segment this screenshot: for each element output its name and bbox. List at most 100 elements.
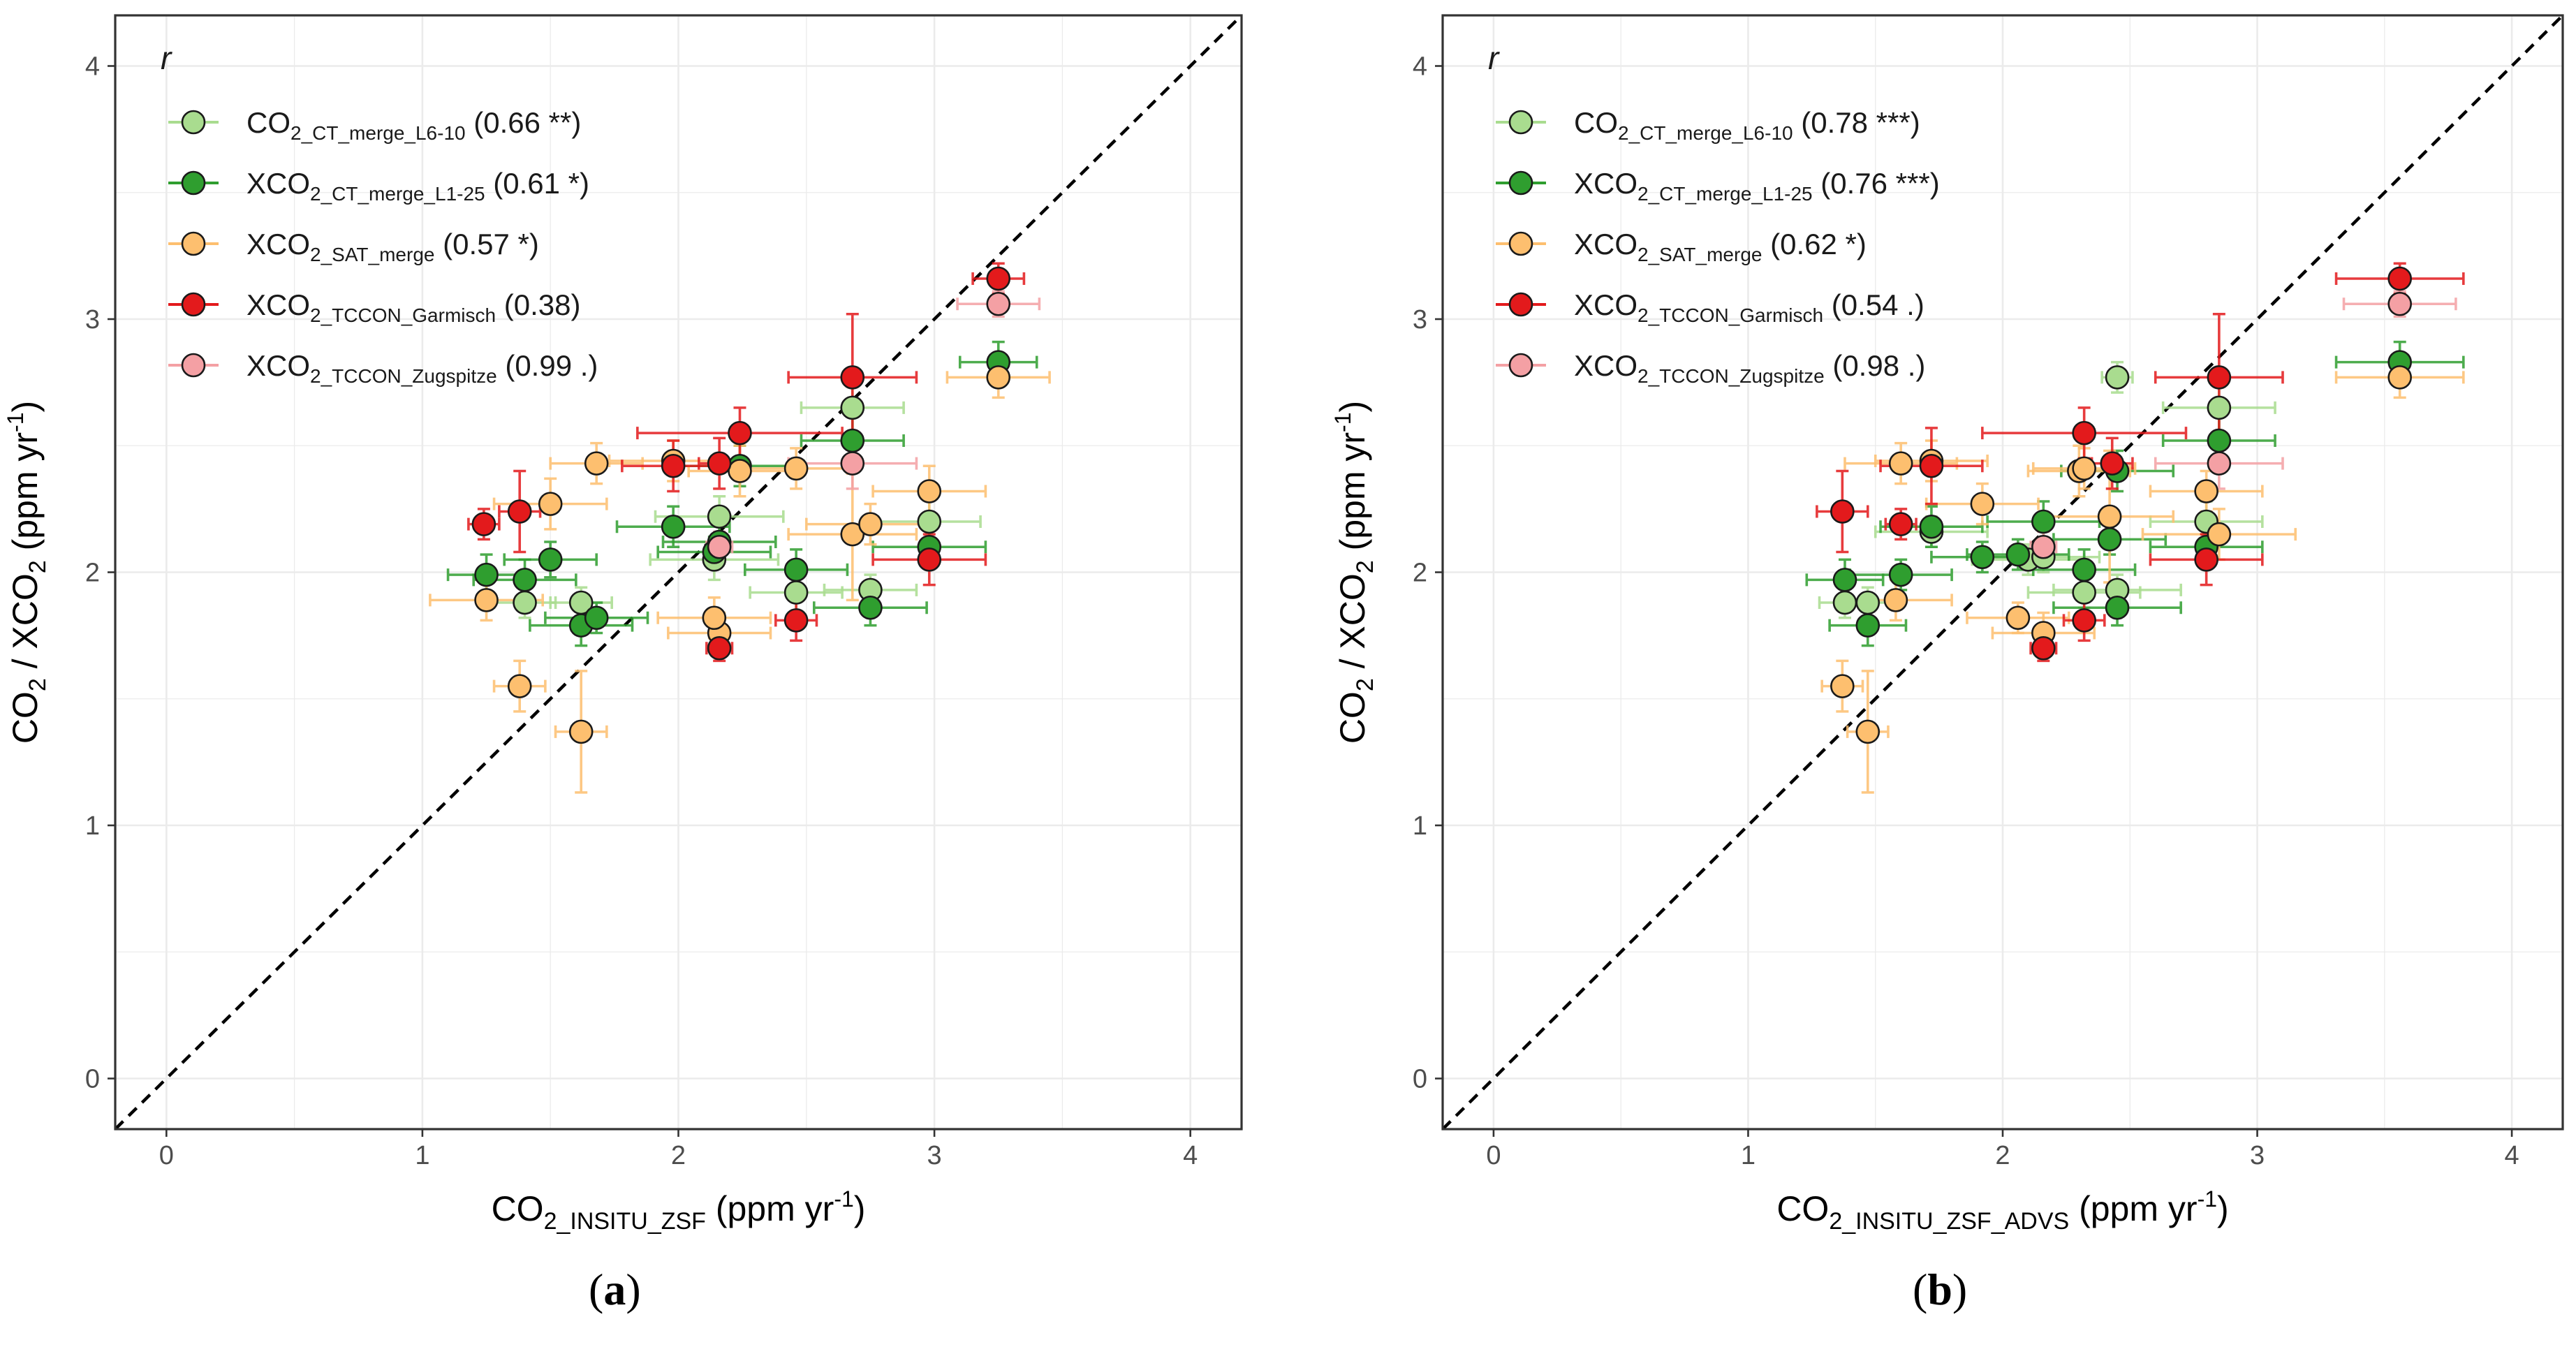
data-point-series-4 <box>840 451 865 476</box>
data-point-series-0 <box>1832 590 1857 615</box>
legend-item-4: XCO2_TCCON_Zugspitze (0.98 .) <box>1496 349 1925 387</box>
legend-label: XCO2_CT_merge_L1-25 (0.61 *) <box>246 167 589 205</box>
data-point-series-1 <box>2072 557 2096 582</box>
data-point-series-3 <box>728 420 752 446</box>
data-point-series-1 <box>840 428 865 453</box>
legend-key-point <box>181 292 206 317</box>
data-point-series-3 <box>2100 451 2125 476</box>
data-point-series-4 <box>2207 451 2232 476</box>
data-point-series-2 <box>2207 522 2232 547</box>
data-point-series-3 <box>1888 512 1913 536</box>
data-point-series-3 <box>2387 266 2412 291</box>
data-point-series-2 <box>783 456 809 481</box>
data-point-series-2 <box>1888 451 1913 476</box>
legend-item-1: XCO2_CT_merge_L1-25 (0.61 *) <box>168 167 589 205</box>
panel-label-a: (a) <box>589 1265 641 1314</box>
data-point-series-1 <box>1970 545 1995 570</box>
data-point-series-1 <box>2031 509 2056 534</box>
data-point-series-2 <box>1855 719 1881 744</box>
legend-item-3: XCO2_TCCON_Garmisch (0.38) <box>168 288 580 326</box>
y-tick-label: 3 <box>85 305 100 334</box>
data-point-series-3 <box>986 266 1011 291</box>
y-tick-label: 2 <box>85 559 100 588</box>
data-point-series-2 <box>2097 504 2122 529</box>
data-point-series-1 <box>1919 514 1944 539</box>
data-point-series-4 <box>707 534 732 559</box>
data-point-series-2 <box>858 512 883 536</box>
data-point-series-1 <box>661 514 686 539</box>
x-tick-label: 3 <box>927 1141 942 1170</box>
reference-line-1to1 <box>114 14 1243 1131</box>
data-point-series-0 <box>1855 590 1881 615</box>
chart-panel-1: 0 1 2 3 4 0 1 2 3 4 CO2_INSITU_ZSF_ADVS (ppm yr-1)… <box>1330 14 2564 1235</box>
x-axis-title: CO2_INSITU_ZSF_ADVS (ppm yr-1) <box>1776 1186 2228 1235</box>
y-axis-title: CO2 / XCO2 (ppm yr-1) <box>3 401 51 744</box>
y-tick-label: 0 <box>1413 1065 1427 1094</box>
x-tick-label: 1 <box>1741 1141 1756 1170</box>
legend-key-point <box>1508 170 1533 196</box>
data-point-series-2 <box>2005 605 2031 631</box>
legend-key-point <box>1508 231 1533 256</box>
data-point-series-0 <box>840 395 865 420</box>
data-point-series-2 <box>840 522 865 547</box>
data-point-series-3 <box>507 499 532 524</box>
data-point-series-1 <box>584 605 609 631</box>
panel-label-b: (b) <box>1913 1265 1968 1314</box>
data-point-series-1 <box>538 547 563 572</box>
legend: r CO2_CT_merge_L6-10 (0.78 ***) XCO2_CT_me… <box>1488 40 1940 387</box>
data-point-series-1 <box>513 568 537 592</box>
data-point-series-1 <box>2105 595 2130 620</box>
data-point-series-1 <box>1888 562 1913 587</box>
y-tick-label: 1 <box>1413 811 1427 841</box>
data-point-series-3 <box>661 453 686 478</box>
data-point-series-2 <box>986 365 1011 390</box>
data-point-series-3 <box>2072 608 2096 633</box>
data-point-series-0 <box>783 580 809 605</box>
x-tick-label: 0 <box>159 1141 174 1170</box>
data-point-series-1 <box>858 595 883 620</box>
data-point-series-1 <box>474 562 499 587</box>
legend-key-point <box>181 110 206 135</box>
legend-label: XCO2_SAT_merge (0.62 *) <box>1574 228 1867 265</box>
data-point-series-2 <box>584 451 609 476</box>
data-point-series-3 <box>840 365 865 390</box>
legend-title: r <box>1488 40 1500 76</box>
legend-item-2: XCO2_SAT_merge (0.57 *) <box>168 228 539 265</box>
y-axis-title: CO2 / XCO2 (ppm yr-1) <box>1330 401 1378 744</box>
data-point-series-2 <box>568 719 594 744</box>
x-tick-label: 2 <box>671 1141 686 1170</box>
data-point-series-3 <box>1830 499 1855 524</box>
data-point-series-3 <box>2194 547 2218 572</box>
data-point-series-3 <box>2031 635 2056 661</box>
data-point-series-3 <box>2072 420 2096 446</box>
x-tick-label: 1 <box>415 1141 429 1170</box>
data-point-series-0 <box>917 509 942 534</box>
data-point-series-2 <box>1970 492 1995 516</box>
chart-panel-0: 0 1 2 3 4 0 1 2 3 4 CO2_INSITU_ZSF (ppm yr-1) CO2 /… <box>3 14 1243 1235</box>
legend-label: XCO2_SAT_merge (0.57 *) <box>246 228 539 265</box>
legend-title: r <box>161 40 172 76</box>
data-point-series-2 <box>2072 456 2096 481</box>
data-point-series-2 <box>474 588 499 612</box>
data-point-series-0 <box>2207 395 2232 420</box>
y-tick-label: 4 <box>85 52 100 82</box>
data-point-series-1 <box>2097 527 2122 552</box>
data-point-series-1 <box>1832 568 1857 592</box>
legend: r CO2_CT_merge_L6-10 (0.66 **) XCO2_CT_mer… <box>161 40 598 387</box>
x-tick-label: 0 <box>1486 1141 1501 1170</box>
legend-label: CO2_CT_merge_L6-10 (0.66 **) <box>246 106 581 144</box>
data-point-series-1 <box>1855 613 1881 638</box>
legend-key-point <box>1508 110 1533 135</box>
legend-item-0: CO2_CT_merge_L6-10 (0.66 **) <box>168 106 581 144</box>
legend-label: XCO2_TCCON_Garmisch (0.54 .) <box>1574 288 1924 326</box>
data-point-series-2 <box>2387 365 2412 390</box>
data-point-series-1 <box>2207 428 2232 453</box>
data-point-series-3 <box>1919 453 1944 478</box>
data-point-series-4 <box>2387 291 2412 316</box>
data-point-series-0 <box>707 504 732 529</box>
data-point-series-0 <box>2105 365 2130 390</box>
x-axis-title: CO2_INSITU_ZSF (ppm yr-1) <box>492 1186 866 1235</box>
legend-key-point <box>181 170 206 196</box>
data-point-series-2 <box>917 479 942 503</box>
error-bar <box>1820 659 1864 713</box>
